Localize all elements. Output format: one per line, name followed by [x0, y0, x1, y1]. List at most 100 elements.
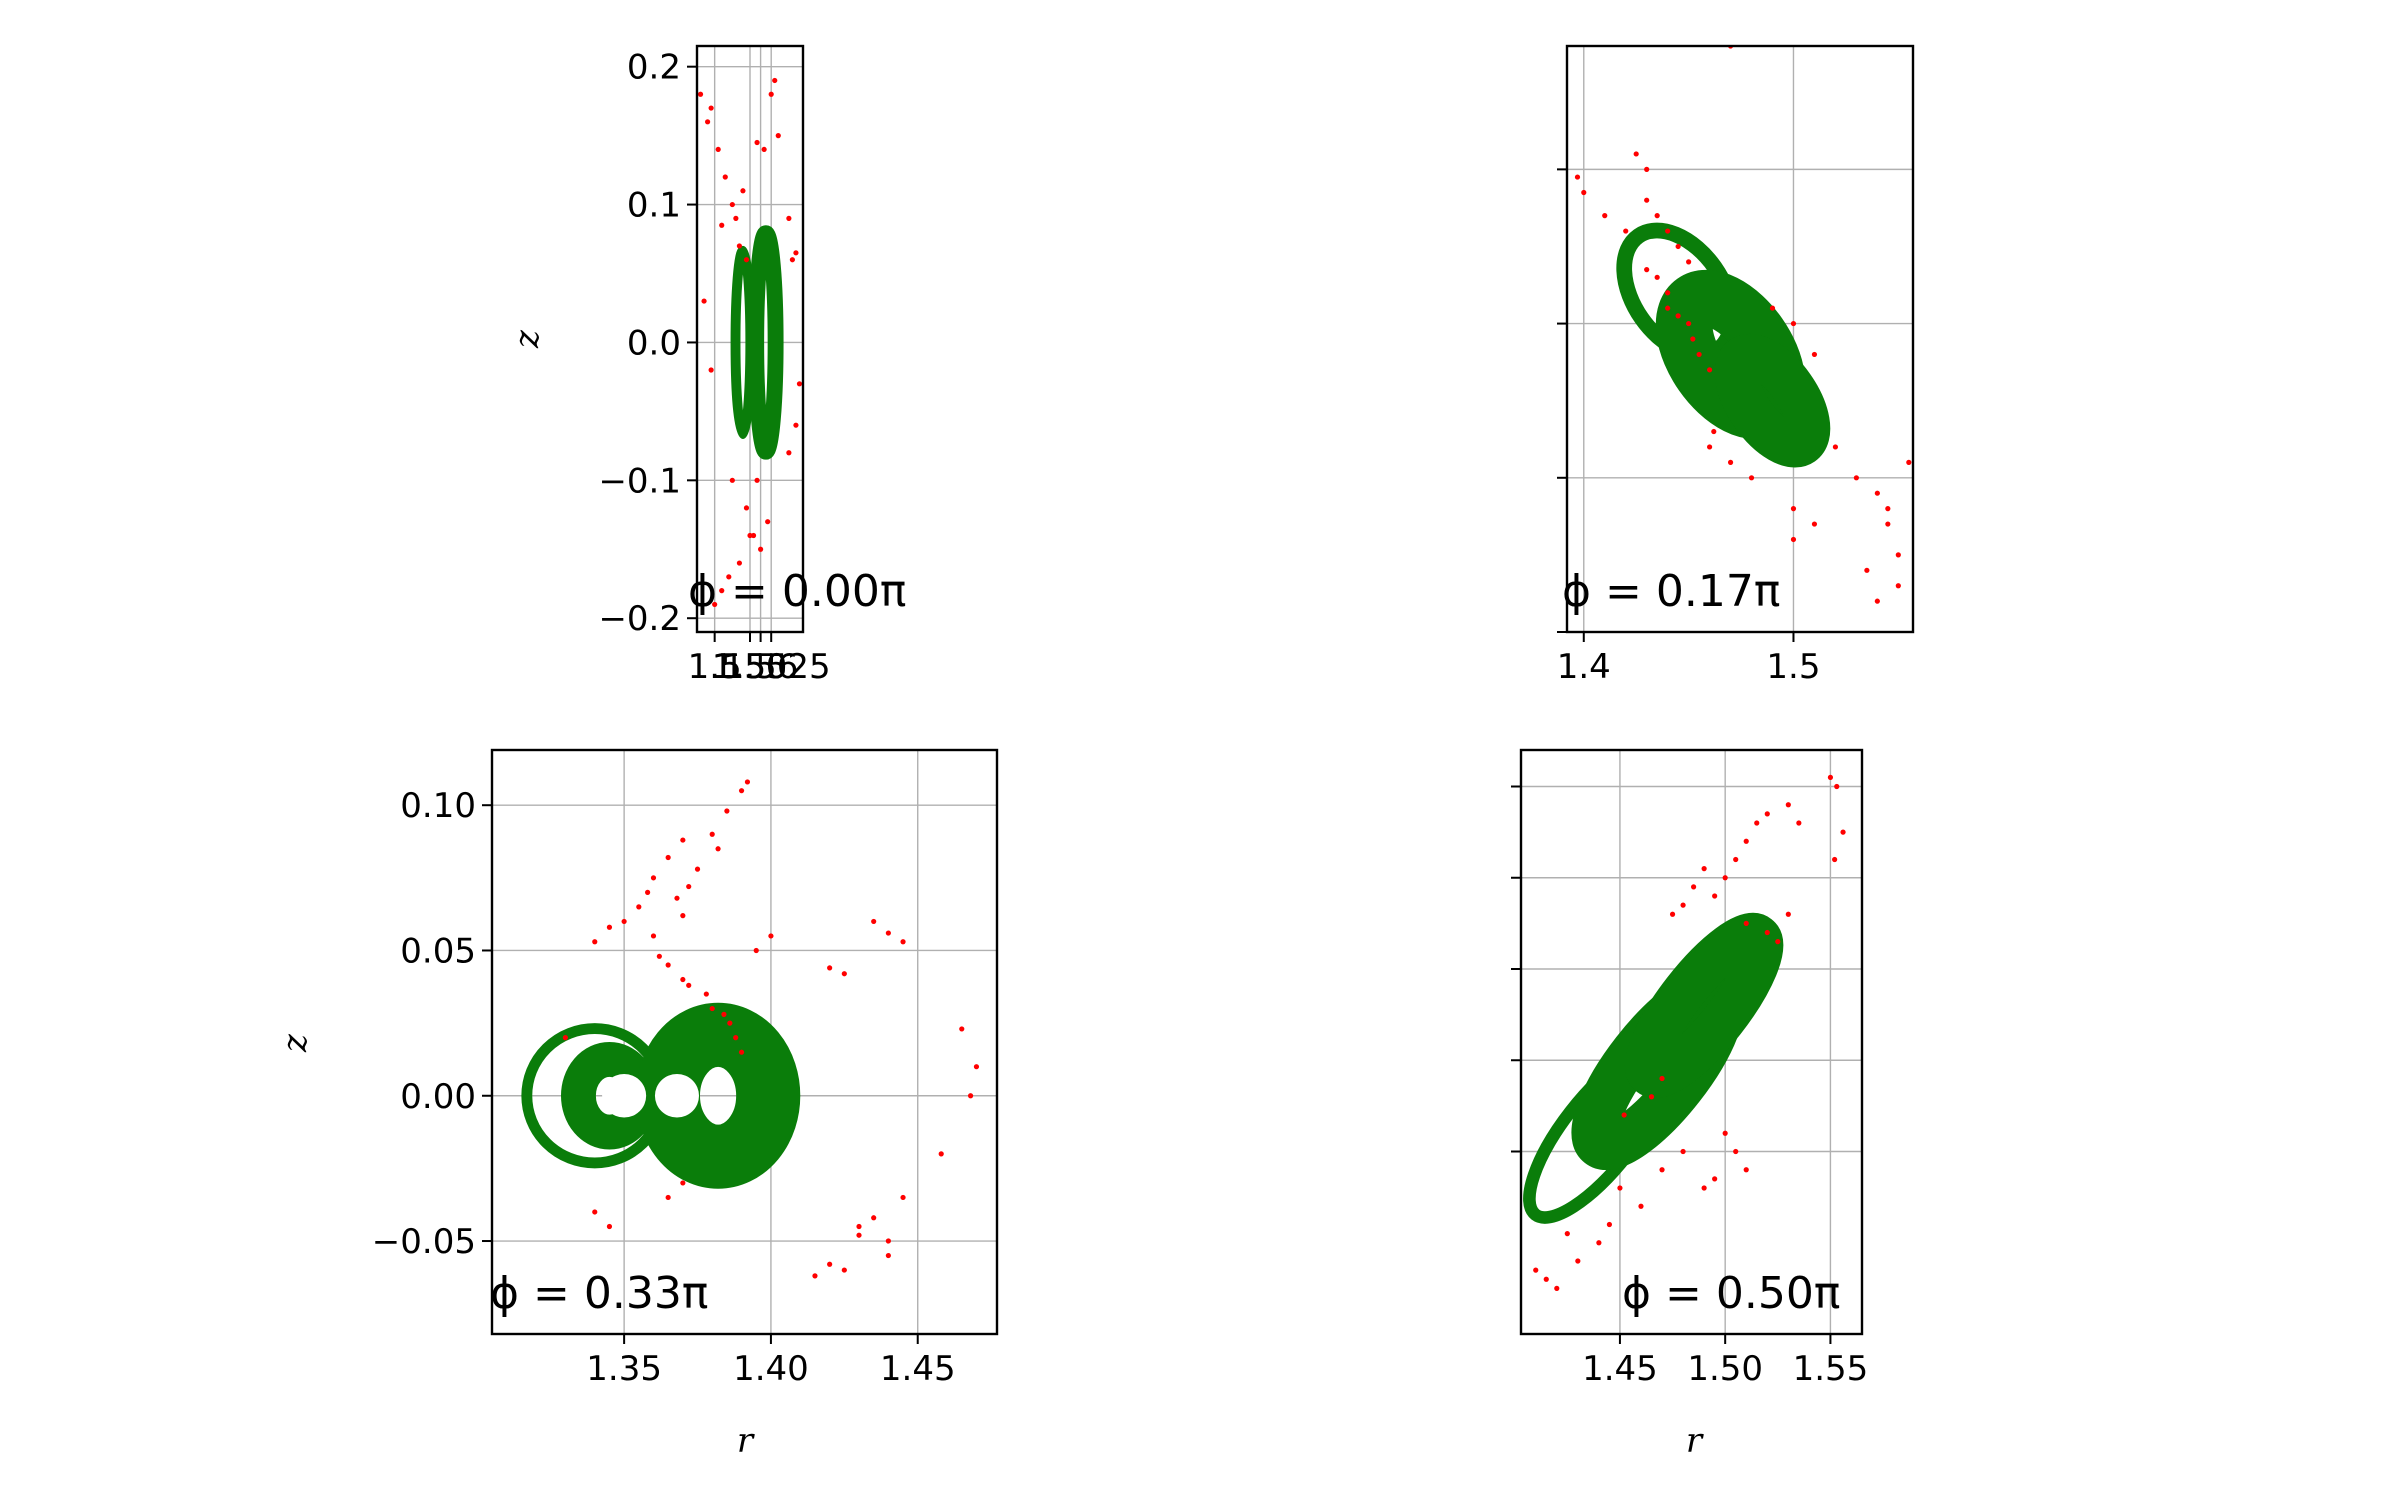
escaped-point [724, 808, 730, 814]
x-tick-label: 1.45 [880, 1349, 956, 1389]
subplot-phi-017: 1.4 1.5 ϕ = 0.17π [1557, 44, 1915, 687]
escaped-point [1690, 336, 1696, 342]
escaped-point [1790, 536, 1797, 543]
escaped-point [708, 105, 714, 111]
escaped-point [592, 1209, 598, 1215]
escaped-point [885, 930, 891, 936]
escaped-point [1686, 259, 1692, 265]
escaped-point [1796, 820, 1802, 826]
escaped-point [827, 965, 833, 971]
escaped-point [786, 215, 792, 221]
escaped-point [789, 257, 796, 263]
tick-labels: 1.4 1.5 [1557, 168, 1821, 687]
escaped-point [1733, 1148, 1739, 1155]
escaped-point [686, 883, 692, 890]
escaped-point [1827, 774, 1834, 780]
escaped-point [1675, 243, 1681, 250]
y-axis-label: z [275, 1033, 315, 1053]
escaped-point [665, 1194, 671, 1201]
escaped-point [744, 779, 751, 785]
escaped-point [1533, 1267, 1539, 1273]
escaped-point [754, 477, 760, 483]
escaped-point [959, 1026, 965, 1032]
escaped-point [793, 250, 799, 256]
escaped-point [1811, 351, 1818, 358]
escaped-point [1675, 313, 1681, 319]
x-axis-label: r [1686, 1421, 1704, 1461]
axes-frame [1519, 748, 1864, 1336]
phi-annotation: ϕ = 0.50π [1622, 1268, 1840, 1319]
escaped-point [1743, 1167, 1749, 1173]
escaped-point [1602, 213, 1608, 219]
y-tick-label: 0.2 [627, 48, 681, 88]
escaped-point [841, 1267, 847, 1273]
plot-area [1574, 46, 1912, 604]
escaped-point [721, 1011, 727, 1017]
escaped-point [856, 1223, 862, 1230]
escaped-point [885, 1252, 891, 1259]
trajectory-ring [1624, 912, 1784, 1099]
escaped-point [1832, 856, 1838, 863]
escaped-point [719, 588, 725, 594]
escaped-point [701, 298, 707, 304]
escaped-point [1885, 506, 1891, 512]
escaped-point [1543, 1276, 1549, 1282]
escaped-point [1775, 939, 1781, 945]
escaped-point [1680, 1148, 1686, 1155]
escaped-point [1644, 267, 1650, 273]
escaped-point [1606, 1221, 1613, 1228]
escaped-point [1895, 583, 1901, 589]
escaped-point [841, 971, 847, 977]
escaped-point [1581, 189, 1587, 196]
x-tick-label: 1.50 [1687, 1349, 1763, 1389]
x-tick-label: 1.5 [688, 647, 742, 687]
escaped-point [1764, 811, 1770, 817]
escaped-point [747, 532, 753, 539]
escaped-point [738, 1049, 745, 1055]
escaped-point [1596, 1240, 1602, 1246]
tick-labels: 1.51.551.561.5025 0.2 0.1 0.0 −0.1 −0.2 [598, 48, 830, 687]
escaped-point [740, 188, 746, 194]
escaped-point [715, 846, 721, 852]
y-axis-label: z [507, 329, 547, 349]
escaped-point [1743, 838, 1749, 844]
escaped-point [1711, 428, 1717, 435]
escaped-point [871, 1215, 877, 1221]
x-tick-label: 1.5025 [712, 647, 831, 687]
escaped-point [812, 1273, 818, 1279]
escaped-point [1790, 506, 1797, 512]
escaped-point [1574, 174, 1581, 180]
escaped-point [736, 243, 743, 249]
escaped-point [753, 947, 759, 954]
escaped-point [1665, 228, 1671, 234]
escaped-point [786, 450, 792, 456]
escaped-point [719, 222, 725, 228]
escaped-point [967, 1093, 974, 1099]
escaped-point [1906, 459, 1912, 465]
escaped-point [1874, 598, 1880, 604]
escaped-point [636, 904, 642, 910]
escaped-point [674, 895, 680, 901]
x-axis-label: r [737, 1421, 755, 1461]
escaped-point [1691, 884, 1697, 890]
escaped-point [1644, 166, 1650, 172]
escaped-point [1686, 320, 1692, 327]
escaped-point [1633, 151, 1639, 157]
escaped-point [1722, 875, 1728, 881]
escaped-point [1654, 274, 1660, 280]
escaped-point [562, 1035, 569, 1041]
escaped-point [697, 91, 704, 97]
escaped-point [1564, 1231, 1570, 1237]
escaped-point [733, 1035, 739, 1041]
phi-annotation: ϕ = 0.00π [688, 566, 906, 617]
escaped-point [665, 854, 671, 861]
escaped-point [1706, 367, 1713, 373]
escaped-point [592, 939, 598, 945]
subplot-phi-0: 1.51.551.561.5025 0.2 0.1 0.0 −0.1 −0.2 ϕ = 0… [507, 44, 906, 687]
escaped-point [715, 146, 721, 153]
phi-annotation: ϕ = 0.17π [1562, 566, 1780, 617]
escaped-point [703, 991, 709, 997]
escaped-point [650, 875, 657, 881]
escaped-point [1706, 444, 1713, 450]
escaped-point [1680, 902, 1686, 908]
